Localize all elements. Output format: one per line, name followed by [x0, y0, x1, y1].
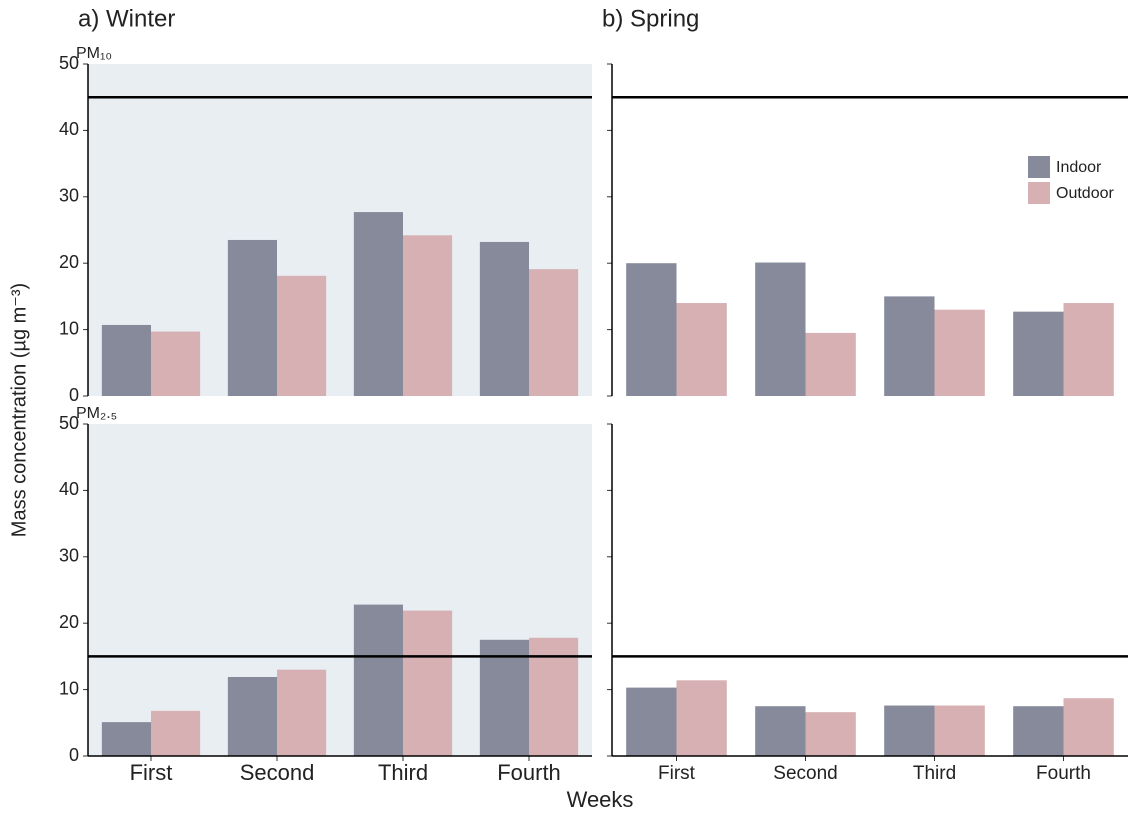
- legend-label: Indoor: [1056, 159, 1102, 176]
- bar: [403, 235, 453, 396]
- panel-title: a) Winter: [78, 5, 175, 32]
- legend-swatch: [1028, 182, 1050, 204]
- bar: [626, 687, 677, 756]
- x-tick-label: Fourth: [497, 760, 561, 785]
- bar: [227, 676, 277, 756]
- y-tick-label: 20: [59, 612, 79, 632]
- y-tick-label: 50: [59, 413, 79, 433]
- bar: [676, 680, 727, 756]
- y-tick-label: 50: [59, 53, 79, 73]
- bar: [1063, 303, 1114, 396]
- x-tick-label: Second: [773, 763, 837, 784]
- bar: [277, 669, 327, 756]
- y-tick-label: 40: [59, 119, 79, 139]
- panel-subtitle: PM₁₀: [76, 45, 112, 62]
- y-tick-label: 30: [59, 546, 79, 566]
- bar: [626, 263, 677, 396]
- bar: [755, 262, 806, 396]
- legend-label: Outdoor: [1056, 185, 1114, 202]
- y-axis-label: Mass concentration (µg m⁻³): [8, 283, 30, 537]
- bar: [755, 706, 806, 756]
- x-axis-label: Weeks: [567, 787, 634, 812]
- y-tick-label: 0: [69, 385, 79, 405]
- bar: [403, 610, 453, 756]
- legend-swatch: [1028, 156, 1050, 178]
- bar: [934, 705, 985, 756]
- bar: [529, 269, 579, 396]
- bar: [479, 241, 529, 396]
- bar: [101, 324, 151, 396]
- x-tick-label: Fourth: [1036, 763, 1091, 784]
- y-tick-label: 10: [59, 318, 79, 338]
- bar: [676, 303, 727, 396]
- y-tick-label: 30: [59, 186, 79, 206]
- y-tick-label: 10: [59, 678, 79, 698]
- bar: [151, 710, 201, 756]
- x-tick-label: Second: [240, 760, 315, 785]
- bar: [884, 705, 935, 756]
- bar: [479, 639, 529, 756]
- x-tick-label: First: [658, 763, 696, 784]
- bar: [353, 212, 403, 396]
- x-tick-label: First: [130, 760, 173, 785]
- bar: [101, 722, 151, 756]
- bar: [1013, 311, 1064, 396]
- panel-subtitle: PM₂.₅: [76, 405, 117, 422]
- bar: [1013, 706, 1064, 756]
- x-tick-label: Third: [378, 760, 428, 785]
- bar: [934, 309, 985, 396]
- x-tick-label: Third: [913, 763, 956, 784]
- y-tick-label: 0: [69, 745, 79, 765]
- bar: [227, 239, 277, 396]
- bar: [353, 604, 403, 756]
- bar: [151, 331, 201, 396]
- panel-title: b) Spring: [602, 5, 699, 32]
- y-tick-label: 40: [59, 479, 79, 499]
- bar: [884, 296, 935, 396]
- bar: [1063, 698, 1114, 756]
- bar: [805, 332, 856, 396]
- bar: [805, 712, 856, 756]
- bar: [277, 275, 327, 396]
- y-tick-label: 20: [59, 252, 79, 272]
